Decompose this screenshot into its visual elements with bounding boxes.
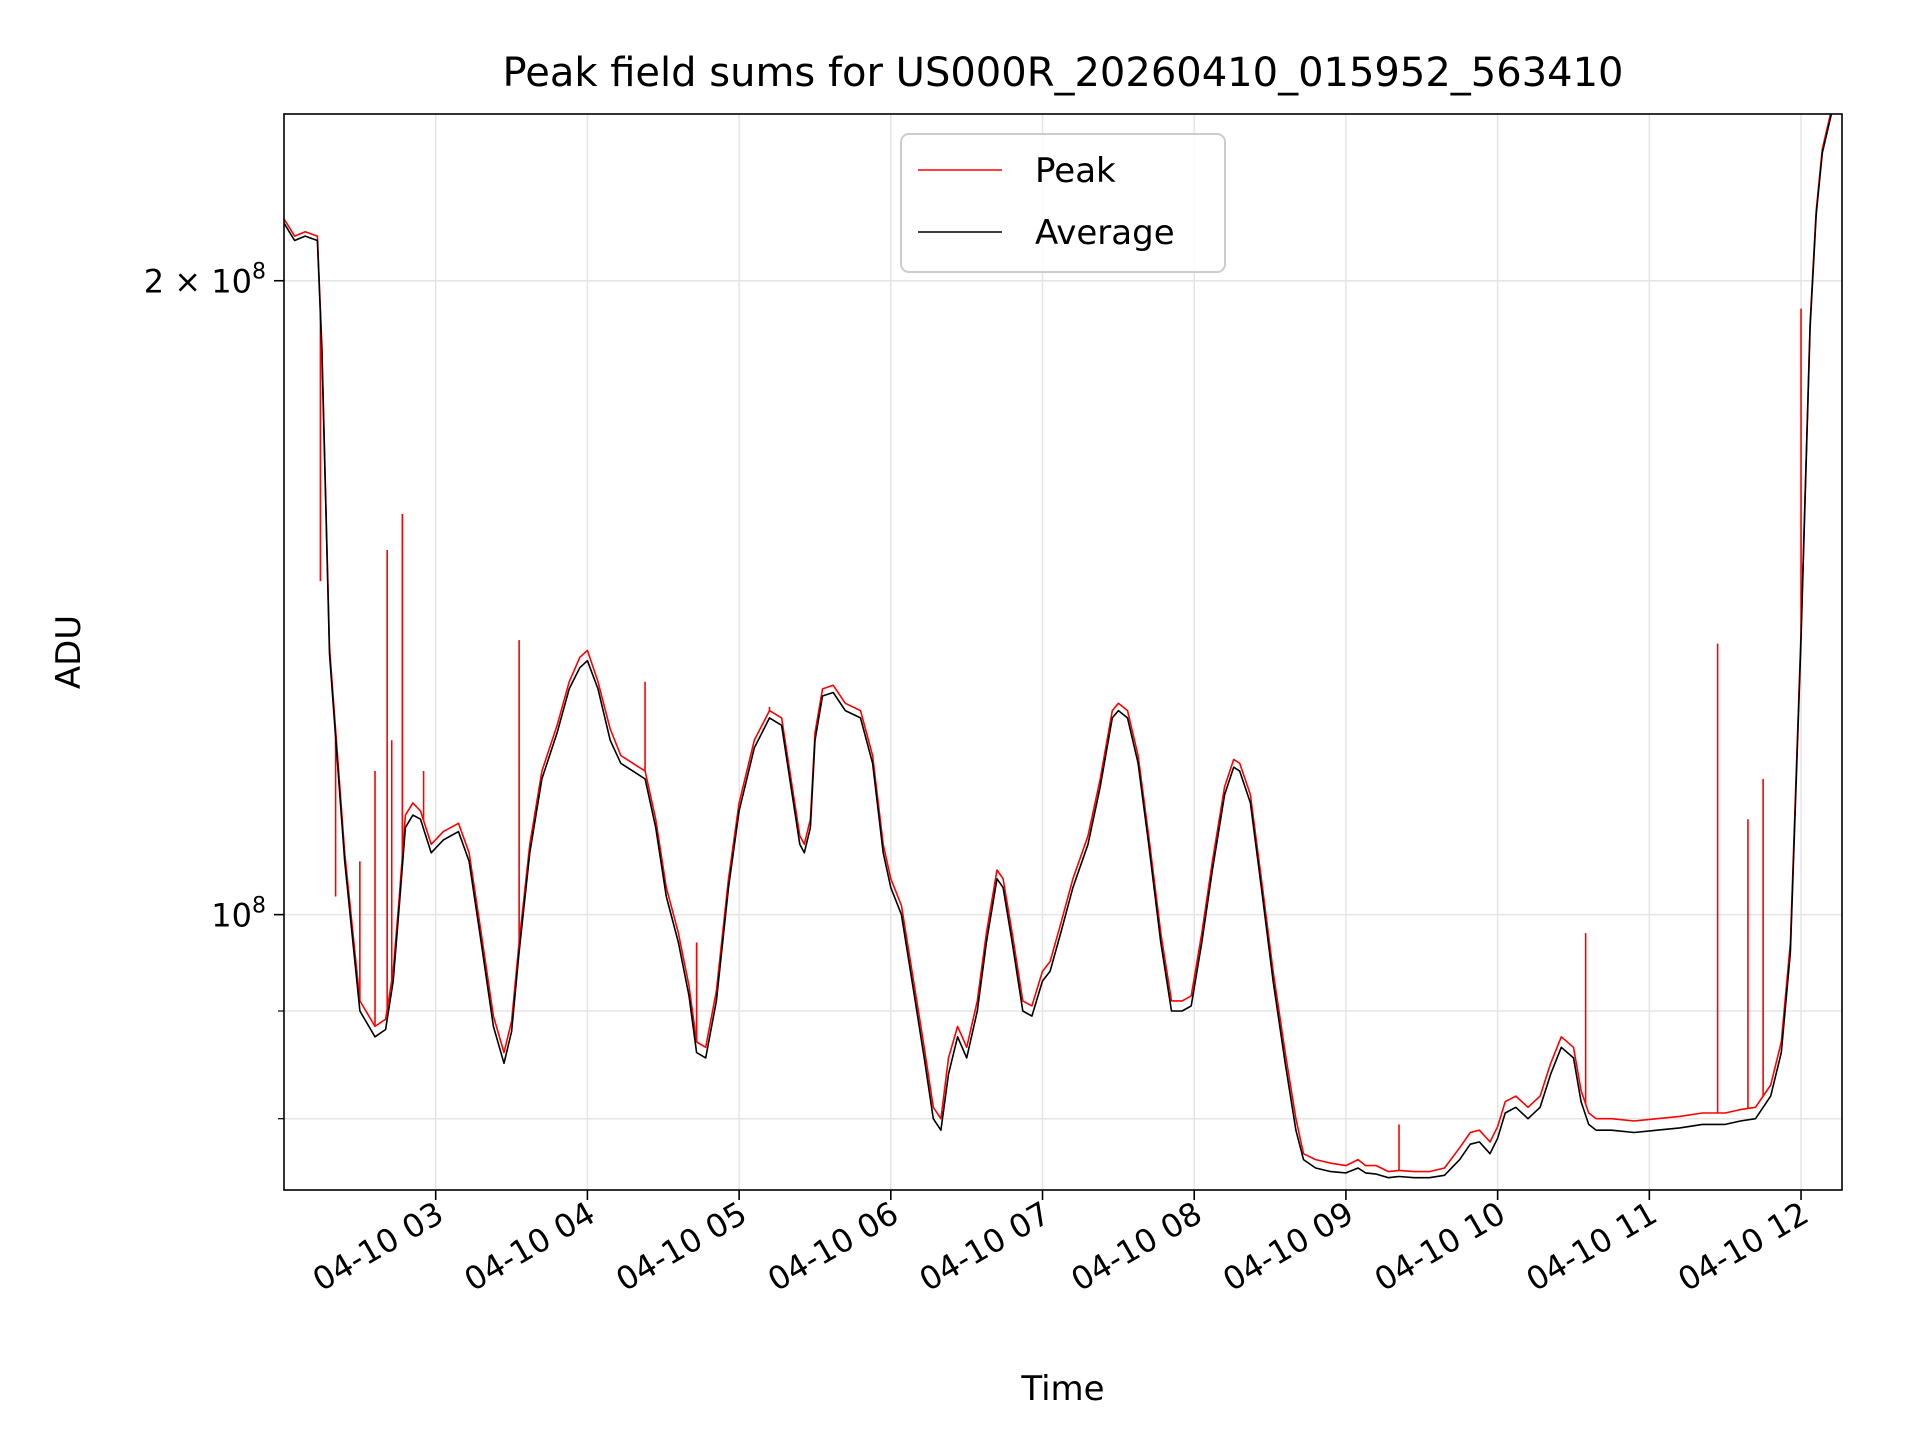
series-line-peak [284,114,1832,1173]
y-tick-label: 2 × 108 [144,260,266,301]
legend-box [900,133,1226,273]
chart-title: Peak field sums for US000R_20260410_0159… [503,50,1624,96]
y-tick-label: 108 [211,894,266,935]
legend: Peak Average [900,133,1226,273]
legend-average-label: Average [1035,213,1175,253]
y-axis: 108 2 × 108 [144,260,284,1120]
legend-peak-label: Peak [1035,151,1116,191]
x-axis-label: Time [1020,1369,1104,1409]
plot-frame [283,113,1843,1191]
series-line-average [284,114,1833,1179]
y-axis-label: ADU [49,615,89,689]
